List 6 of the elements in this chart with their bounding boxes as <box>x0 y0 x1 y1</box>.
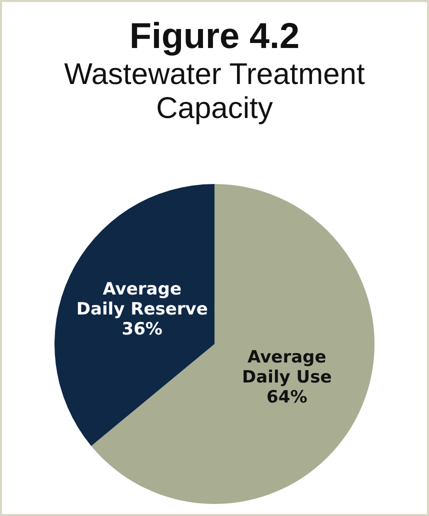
slice-label: Average Daily Use <box>242 347 332 388</box>
data-label: 36% <box>122 319 162 340</box>
data-label: 64% <box>266 387 308 408</box>
slice-label: Average Daily Reserve <box>76 279 208 320</box>
chart-subtitle: Wastewater Treatment Capacity <box>63 58 366 126</box>
chart-title: Figure 4.2 <box>128 15 301 56</box>
